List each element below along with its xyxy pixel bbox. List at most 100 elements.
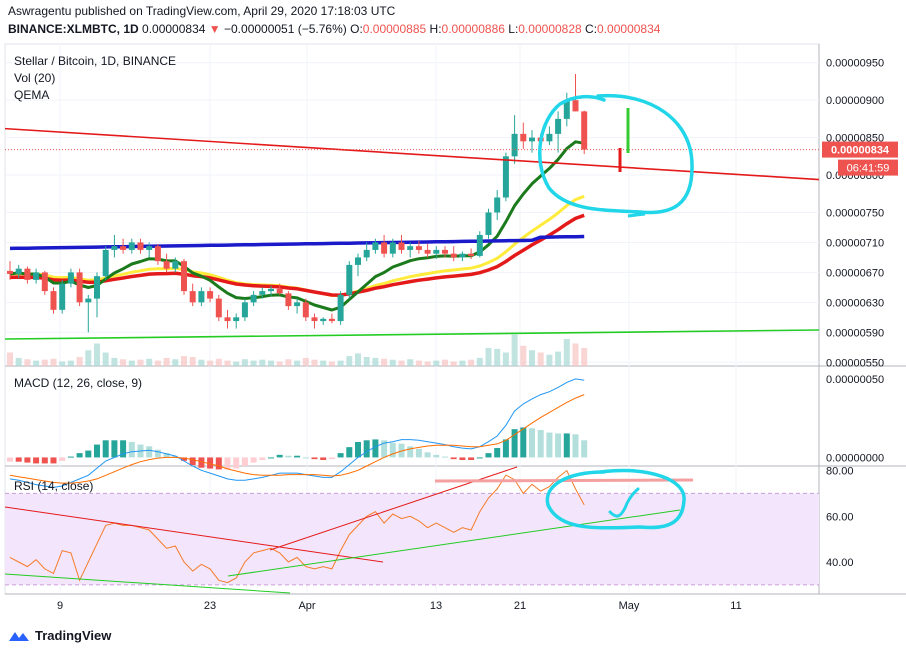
candle-body[interactable]: [276, 288, 283, 294]
volume-bar: [285, 359, 292, 366]
candle-body[interactable]: [215, 298, 222, 318]
candle-body[interactable]: [94, 276, 100, 299]
volume-bar: [85, 350, 92, 366]
candle-body[interactable]: [259, 291, 266, 295]
candle-body[interactable]: [320, 318, 327, 322]
candle-body[interactable]: [398, 242, 405, 250]
macd-histogram-bar: [381, 440, 388, 458]
footer-brand[interactable]: TradingView: [8, 628, 111, 643]
candle-body[interactable]: [198, 291, 205, 303]
candle-body[interactable]: [120, 246, 127, 250]
candle-body[interactable]: [128, 242, 135, 250]
candle-body[interactable]: [355, 257, 361, 265]
rsi-support-trendline[interactable]: [227, 509, 681, 577]
candle-body[interactable]: [24, 268, 31, 280]
candle-body[interactable]: [407, 246, 414, 250]
highlight-circle[interactable]: [538, 93, 694, 215]
change-arrow-icon: ▼: [208, 22, 221, 36]
candle-body[interactable]: [15, 268, 22, 274]
rsi-highlight-circle[interactable]: [545, 468, 686, 530]
symbol[interactable]: BINANCE:XLMBTC, 1D: [8, 22, 139, 36]
volume-bar: [529, 350, 535, 366]
candle-body[interactable]: [337, 294, 344, 322]
candle-body[interactable]: [163, 261, 170, 269]
volume-bar: [311, 359, 318, 366]
candle-body[interactable]: [372, 242, 379, 250]
candle-body[interactable]: [520, 133, 527, 142]
candle-body[interactable]: [494, 197, 501, 213]
candle-body[interactable]: [181, 261, 187, 292]
candle-body[interactable]: [485, 212, 492, 235]
rsi-down-trendline[interactable]: [4, 506, 384, 563]
macd-histogram-bar: [581, 440, 588, 458]
rsi-lower-trendline[interactable]: [4, 573, 291, 594]
candle-body[interactable]: [581, 111, 588, 150]
candle-body[interactable]: [302, 302, 309, 318]
candle-body[interactable]: [529, 137, 535, 142]
support-trendline[interactable]: [4, 329, 820, 340]
candle-body[interactable]: [433, 249, 440, 254]
macd-histogram-bar: [250, 457, 257, 463]
candle-body[interactable]: [511, 133, 518, 157]
candle-body[interactable]: [76, 272, 83, 303]
candle-body[interactable]: [172, 261, 179, 269]
volume-bar: [407, 359, 414, 366]
candle-body[interactable]: [207, 291, 214, 299]
candle-body[interactable]: [41, 272, 48, 292]
candle-body[interactable]: [450, 253, 457, 258]
candle-body[interactable]: [7, 270, 13, 274]
candle-body[interactable]: [224, 317, 231, 322]
candle-body[interactable]: [146, 246, 153, 250]
low-label: L:: [508, 22, 519, 36]
macd-histogram-bar: [294, 455, 301, 458]
candle-body[interactable]: [468, 253, 475, 256]
candle-body[interactable]: [572, 100, 579, 112]
candle-body[interactable]: [555, 118, 562, 134]
candle-body[interactable]: [233, 317, 240, 322]
candle-body[interactable]: [363, 249, 370, 258]
candle-body[interactable]: [415, 246, 422, 250]
candle-body[interactable]: [424, 249, 431, 254]
candle-body[interactable]: [250, 294, 257, 303]
candle-body[interactable]: [268, 288, 274, 292]
candle-body[interactable]: [442, 249, 448, 254]
macd-histogram-bar: [407, 446, 414, 458]
macd-histogram-bar: [85, 450, 92, 458]
candle-body[interactable]: [563, 100, 570, 119]
macd-histogram-bar: [485, 453, 492, 458]
candle-body[interactable]: [50, 291, 57, 310]
candle-body[interactable]: [502, 156, 509, 198]
volume-bar: [494, 348, 501, 366]
volume-bar: [546, 354, 553, 366]
candle-body[interactable]: [346, 264, 353, 295]
candle-body[interactable]: [381, 242, 388, 254]
price-pane[interactable]: [4, 43, 820, 367]
candle-body[interactable]: [294, 302, 301, 307]
candle-body[interactable]: [459, 253, 466, 258]
candle-body[interactable]: [67, 272, 74, 284]
tradingview-logo-icon: [9, 631, 29, 641]
volume-bar: [581, 348, 588, 366]
macd-histogram-bar: [146, 446, 153, 458]
candle-body[interactable]: [285, 293, 292, 307]
signal-line: [9, 394, 585, 484]
candle-body[interactable]: [476, 234, 483, 256]
candle-body[interactable]: [154, 246, 161, 262]
candle-body[interactable]: [189, 291, 196, 303]
candle-body[interactable]: [111, 246, 118, 250]
candle-body[interactable]: [546, 133, 553, 142]
resistance-trendline[interactable]: [4, 127, 820, 181]
macd-histogram-bar: [224, 457, 231, 470]
candle-body[interactable]: [137, 242, 144, 250]
time-tick-label: 21: [514, 600, 526, 612]
macd-histogram-bar: [215, 457, 222, 470]
candle-body[interactable]: [311, 317, 318, 322]
candle-body[interactable]: [241, 302, 248, 318]
candle-body[interactable]: [59, 283, 66, 310]
candle-body[interactable]: [102, 249, 109, 277]
candle-body[interactable]: [389, 242, 396, 254]
candle-body[interactable]: [328, 318, 335, 322]
candle-body[interactable]: [33, 272, 40, 280]
candle-body[interactable]: [85, 298, 92, 303]
